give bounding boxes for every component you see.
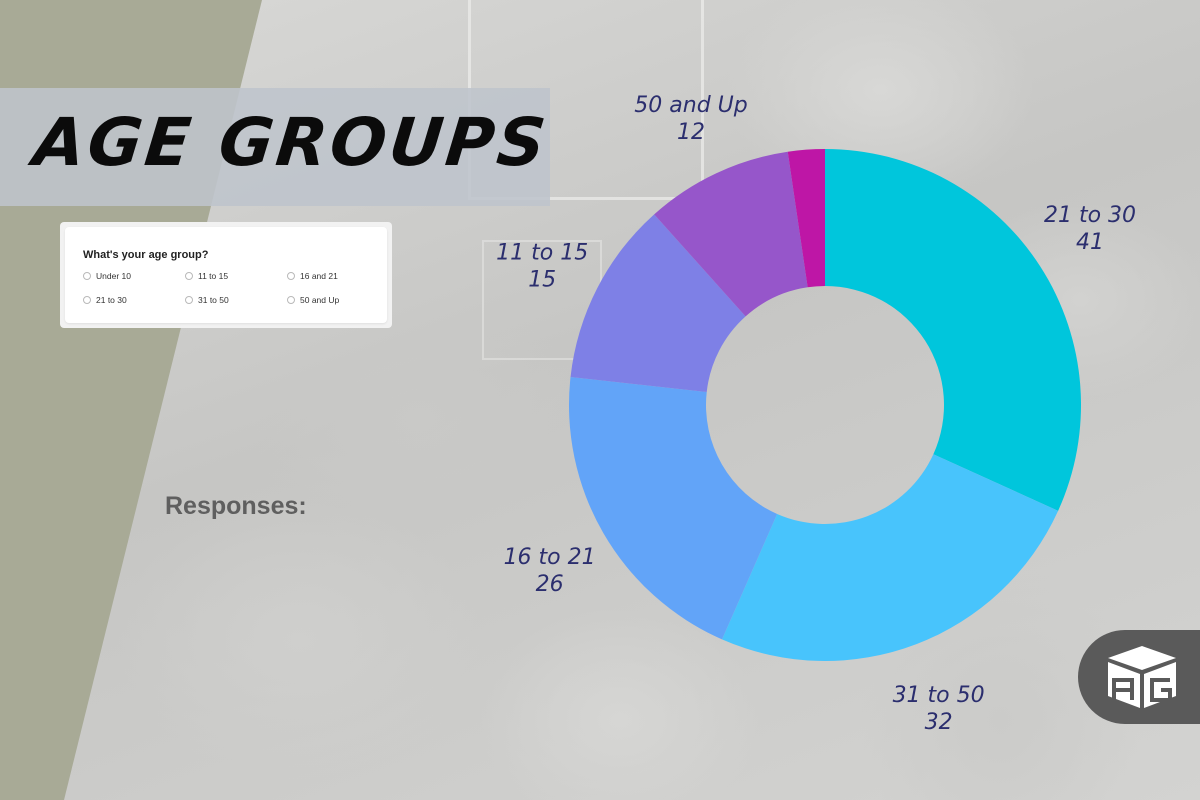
donut-slice (654, 151, 808, 317)
slice-label: 16 to 21 26 (504, 545, 596, 597)
donut-slice (570, 214, 746, 392)
slice-label: 11 to 15 15 (496, 241, 588, 293)
survey-option[interactable]: 16 and 21 (287, 271, 389, 281)
slice-label-name: 11 to 15 (496, 241, 588, 266)
survey-option[interactable]: 11 to 15 (185, 271, 287, 281)
slice-label: 21 to 30 41 (1044, 203, 1136, 255)
survey-option-label: 50 and Up (300, 295, 340, 305)
radio-icon[interactable] (287, 272, 295, 280)
slice-label-value: 26 (536, 572, 564, 597)
survey-card-body: What's your age group? Under 10 11 to 15… (65, 227, 387, 323)
survey-options: Under 10 11 to 15 16 and 21 21 to 30 31 … (83, 271, 369, 305)
survey-option-label: 21 to 30 (96, 295, 127, 305)
survey-question: What's your age group? (83, 249, 209, 261)
donut-slice (825, 149, 1082, 511)
survey-option-label: 11 to 15 (198, 271, 229, 281)
survey-option-label: 16 and 21 (300, 271, 338, 281)
radio-icon[interactable] (83, 296, 91, 304)
slice-label-name: 31 to 50 (893, 683, 985, 708)
donut-slice (569, 377, 778, 640)
radio-icon[interactable] (83, 272, 91, 280)
slice-label: 50 and Up 12 (634, 93, 747, 145)
survey-option[interactable]: 31 to 50 (185, 295, 287, 305)
slice-label-name: 16 to 21 (504, 545, 596, 570)
survey-option[interactable]: 50 and Up (287, 295, 389, 305)
slice-label-value: 12 (677, 120, 705, 145)
responses-label: Responses: (165, 492, 307, 520)
slice-label: 31 to 50 32 (893, 683, 985, 735)
radio-icon[interactable] (185, 272, 193, 280)
survey-option-label: 31 to 50 (198, 295, 229, 305)
title-band (0, 88, 550, 206)
slice-label-name: 21 to 30 (1044, 203, 1136, 228)
slice-label-value: 15 (528, 268, 556, 293)
slice-label-name: 50 and Up (634, 93, 747, 118)
donut-slice (787, 149, 825, 288)
radio-icon[interactable] (287, 296, 295, 304)
survey-option[interactable]: Under 10 (83, 271, 185, 281)
survey-option[interactable]: 21 to 30 (83, 295, 185, 305)
donut-slice (722, 454, 1059, 661)
slice-label-value: 32 (925, 710, 953, 735)
survey-card: What's your age group? Under 10 11 to 15… (60, 222, 392, 328)
survey-option-label: Under 10 (96, 271, 131, 281)
radio-icon[interactable] (185, 296, 193, 304)
logo-badge (1078, 630, 1200, 724)
box-logo-icon (1108, 646, 1176, 708)
slice-label-value: 41 (1076, 230, 1104, 255)
